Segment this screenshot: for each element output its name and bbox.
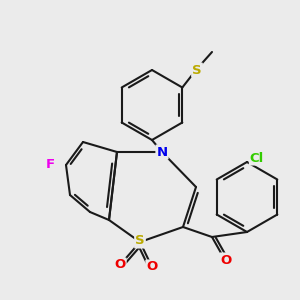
Text: O: O — [114, 259, 126, 272]
Text: F: F — [45, 158, 55, 172]
Text: N: N — [156, 146, 168, 158]
Text: O: O — [220, 254, 232, 266]
Text: S: S — [192, 64, 202, 76]
Text: O: O — [146, 260, 158, 274]
Text: Cl: Cl — [250, 152, 264, 164]
Text: S: S — [135, 235, 145, 248]
